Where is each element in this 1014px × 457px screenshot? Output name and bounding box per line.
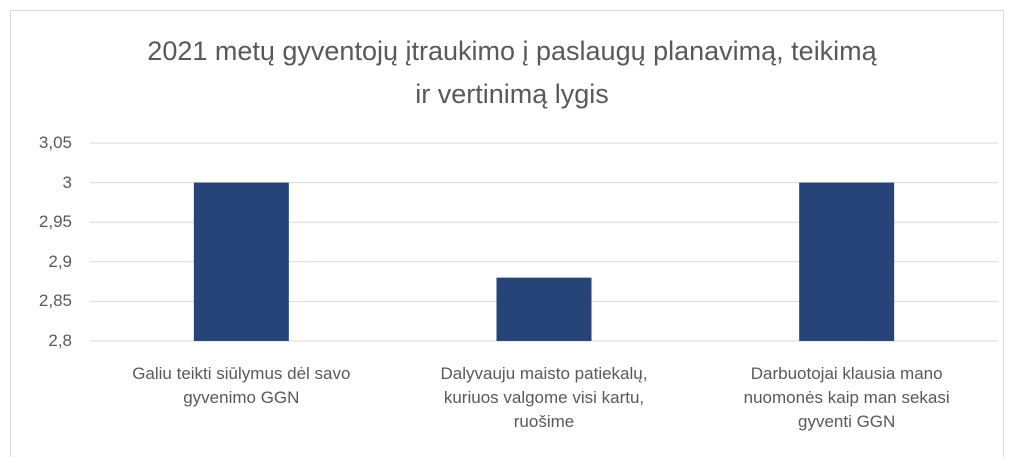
- y-tick-label: 2,9: [48, 251, 72, 271]
- chart-title: 2021 metų gyventojų įtraukimo į paslaugų…: [147, 36, 877, 109]
- y-tick-label: 2,8: [48, 331, 72, 350]
- bar: [496, 277, 592, 341]
- x-tick-label: Dalyvauju maisto patiekalų, kuriuos valg…: [440, 364, 648, 431]
- chart-border: [10, 10, 1004, 457]
- x-tick-label: Galiu teikti siūlymus dėl savo gyvenimo …: [132, 364, 351, 407]
- bar: [193, 182, 289, 341]
- y-tick-label: 2,85: [38, 291, 72, 311]
- bar: [799, 182, 895, 341]
- y-tick-label: 3: [62, 172, 72, 192]
- y-tick-label: 3,05: [38, 133, 72, 152]
- x-tick-label: Darbuotojai klausia mano nuomonės kaip m…: [743, 364, 950, 431]
- y-tick-label: 2,95: [38, 212, 72, 232]
